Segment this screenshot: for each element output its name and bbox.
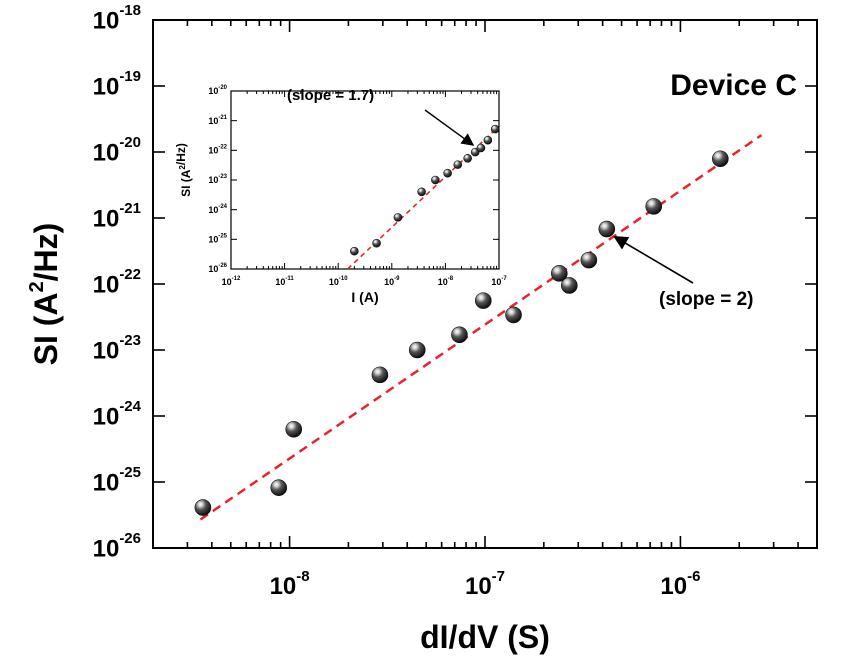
main-axis-ticks [152, 19, 818, 549]
main-fit-line [199, 134, 763, 521]
main-data-point [371, 366, 389, 384]
inset-x-tick-label: 10-12 [222, 276, 241, 287]
inset-x-tick-label: 10-11 [275, 276, 294, 287]
main-data-point [580, 251, 598, 269]
main-data-point [505, 306, 522, 324]
main-x-tick-label: 10-6 [660, 568, 700, 600]
main-data-point [451, 326, 468, 344]
inset-y-axis-label: SI (A2/Hz) [174, 143, 193, 197]
inset-data-point [350, 246, 359, 256]
inset-x-tick-labels: 10-12 10-11 10-10 10-9 10-8 10-7 [222, 276, 508, 287]
inset-plot-frame [230, 90, 500, 270]
inset-x-tick-label: 10-9 [384, 276, 400, 287]
main-x-tick-label: 10-7 [465, 568, 505, 600]
inset-slope-annotation: (slope = 1.7) [287, 87, 374, 104]
main-data-points [194, 150, 729, 516]
main-y-tick-label: 10-22 [93, 266, 141, 298]
inset-axis-ticks [230, 90, 500, 270]
main-data-point [270, 479, 288, 496]
inset-y-tick-label: 10-23 [208, 174, 227, 185]
inset-y-tick-label: 10-21 [208, 115, 227, 126]
main-y-tick-label: 10-19 [93, 68, 141, 100]
main-y-tick-labels: 10-26 10-25 10-24 10-23 10-22 10-21 10-20 10-19… [93, 2, 142, 562]
main-y-tick-label: 10-20 [93, 134, 141, 166]
main-data-point [560, 277, 578, 294]
inset-data-point [431, 175, 440, 185]
inset-x-tick-label: 10-8 [438, 276, 454, 287]
inset-y-axis-label-tail: /Hz) [174, 143, 188, 165]
inset-data-point [483, 135, 493, 145]
inset-data-point [490, 124, 500, 134]
main-y-axis-label-sup: 2 [26, 281, 48, 292]
inset-y-tick-label: 10-20 [208, 85, 227, 96]
main-y-tick-label: 10-23 [93, 332, 141, 364]
inset-data-point [393, 213, 403, 222]
main-x-axis-label: dI/dV (S) [420, 619, 550, 655]
main-y-tick-label: 10-18 [93, 2, 141, 34]
inset-y-tick-label: 10-24 [208, 204, 227, 215]
inset-data-points [350, 124, 500, 256]
main-data-point [285, 420, 303, 438]
inset-y-tick-label: 10-25 [208, 234, 227, 245]
main-y-tick-label: 10-26 [93, 530, 141, 562]
main-y-tick-label: 10-25 [93, 464, 141, 496]
main-data-point [550, 265, 568, 282]
main-slope-annotation: (slope = 2) [659, 289, 754, 310]
inset-data-point [372, 238, 381, 248]
inset-x-tick-label: 10-7 [491, 276, 507, 287]
main-y-tick-label: 10-24 [93, 398, 142, 430]
main-data-point [408, 341, 426, 359]
inset-y-axis-label-main: SI (A [179, 169, 193, 197]
inset-x-axis-label: I (A) [351, 289, 378, 305]
main-x-tick-labels: 10-8 10-7 10-6 [270, 568, 701, 600]
main-chart: 10-26 10-25 10-24 10-23 10-22 10-21 10-20 10-19… [26, 2, 818, 655]
inset-x-tick-label: 10-10 [329, 276, 348, 287]
main-data-point [645, 198, 663, 215]
inset-y-tick-labels: 10-26 10-25 10-24 10-23 10-22 10-21 10-20 [208, 85, 227, 274]
inset-data-point [453, 160, 463, 169]
inset-y-tick-label: 10-22 [208, 145, 227, 156]
main-y-axis-label: SI (A2/Hz) [26, 223, 64, 366]
main-data-point [598, 220, 616, 238]
inset-data-point [463, 153, 472, 163]
main-data-point [712, 150, 729, 168]
main-y-axis-label-main: SI (A [28, 292, 64, 365]
inset-y-axis-label-sup: 2 [178, 165, 187, 170]
inset-data-point [417, 187, 426, 197]
inset-data-point [443, 168, 452, 178]
device-label: Device C [670, 69, 797, 102]
main-slope-arrow [613, 236, 694, 284]
main-y-tick-label: 10-21 [93, 200, 141, 232]
inset-data-point [476, 143, 486, 153]
main-x-tick-label: 10-8 [270, 568, 310, 600]
inset-slope-arrow [424, 109, 475, 146]
inset-y-tick-label: 10-26 [208, 263, 227, 274]
main-data-point [474, 292, 492, 309]
main-y-axis-label-tail: /Hz) [28, 223, 64, 282]
main-data-point [194, 499, 212, 516]
inset-chart: 10-26 10-25 10-24 10-23 10-22 10-21 10-20 10-1… [174, 85, 507, 305]
